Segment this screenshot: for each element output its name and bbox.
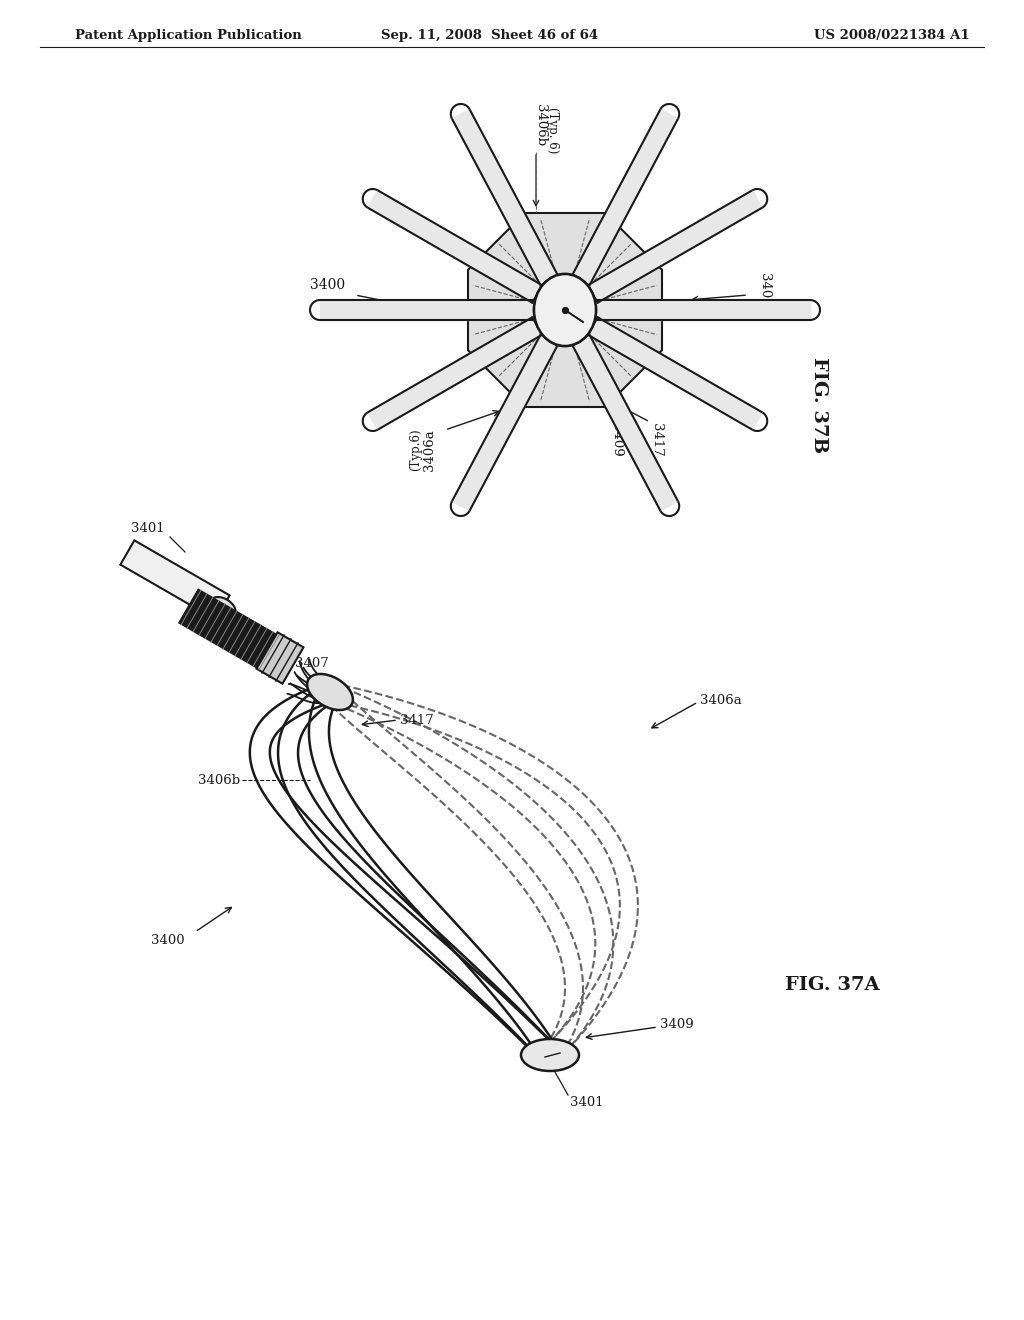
Text: US 2008/0221384 A1: US 2008/0221384 A1 (814, 29, 970, 41)
Text: Patent Application Publication: Patent Application Publication (75, 29, 302, 41)
Text: 3417: 3417 (400, 714, 434, 726)
Ellipse shape (210, 597, 236, 618)
Text: FIG. 37B: FIG. 37B (810, 356, 828, 453)
Polygon shape (319, 300, 535, 319)
Polygon shape (179, 590, 281, 671)
Text: 3406b: 3406b (534, 104, 547, 147)
Text: Sep. 11, 2008  Sheet 46 of 64: Sep. 11, 2008 Sheet 46 of 64 (381, 29, 599, 41)
Polygon shape (121, 540, 229, 619)
Ellipse shape (307, 675, 353, 710)
Polygon shape (588, 190, 762, 302)
Text: 3406a: 3406a (700, 693, 741, 706)
Polygon shape (452, 334, 559, 511)
Polygon shape (588, 317, 762, 430)
Text: 3409: 3409 (660, 1019, 693, 1031)
Ellipse shape (534, 275, 596, 346)
Text: 3401: 3401 (759, 273, 771, 306)
Ellipse shape (534, 275, 596, 346)
Ellipse shape (521, 1039, 579, 1071)
Polygon shape (468, 213, 662, 407)
Text: 3406a: 3406a (424, 429, 436, 471)
Polygon shape (368, 317, 543, 430)
Polygon shape (571, 110, 678, 286)
Text: 3400: 3400 (310, 279, 345, 292)
Text: 3417: 3417 (650, 424, 663, 457)
Polygon shape (595, 300, 810, 319)
Text: (Typ.6): (Typ.6) (410, 429, 423, 471)
Text: FIG. 37A: FIG. 37A (785, 975, 880, 994)
Polygon shape (256, 632, 303, 684)
Text: 3406b: 3406b (198, 774, 240, 787)
Polygon shape (452, 110, 559, 286)
Text: 3409: 3409 (610, 424, 623, 457)
Polygon shape (368, 190, 543, 302)
Text: 3401: 3401 (131, 521, 165, 535)
Text: 3401: 3401 (570, 1096, 603, 1109)
Text: 3407: 3407 (295, 657, 329, 671)
Text: 3400: 3400 (152, 933, 185, 946)
Text: (Typ. 6): (Typ. 6) (547, 107, 559, 153)
Polygon shape (571, 334, 678, 511)
